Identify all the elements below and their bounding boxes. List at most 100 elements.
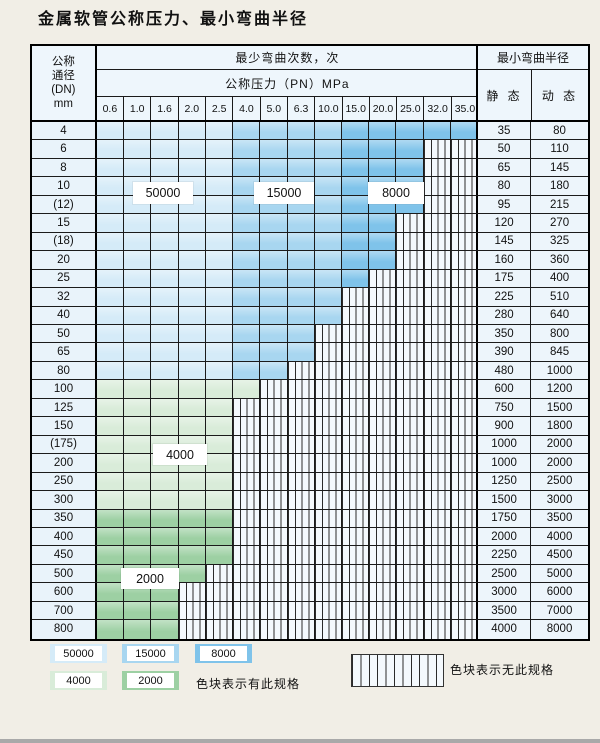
pressure-cell-unavailable (287, 509, 315, 527)
pressure-cell-unavailable (450, 435, 479, 454)
pressure-cell-available (97, 343, 125, 361)
static-radius-cell: 50 (476, 140, 532, 158)
pressure-cell-available (178, 140, 206, 158)
pressure-cell-unavailable (423, 306, 451, 324)
pressure-cell-available (341, 232, 370, 251)
dn-header-line: 通径 (51, 70, 75, 82)
table-row: 40 280 640 (32, 306, 589, 325)
cycles-header-group: 最少弯曲次数，次 公称压力（PN）MPa 0.6 1.0 1.6 2.0 2.5 4.0 5… (96, 46, 478, 120)
pressure-cell-available (124, 398, 152, 417)
pressure-col-header: 5.0 (261, 97, 288, 120)
pressure-cell-available (369, 158, 397, 177)
static-radius-cell: 65 (476, 158, 532, 177)
static-radius-cell: 4000 (476, 620, 532, 639)
cycles-label-8000: 8000 (368, 182, 424, 204)
cycles-label-2000: 2000 (121, 568, 179, 589)
pressure-cell-available (97, 454, 125, 472)
table-row: 350 1750 3500 (32, 509, 589, 528)
dynamic-radius-cell: 2000 (531, 454, 589, 472)
dn-header-line: 公称 (51, 56, 75, 68)
pressure-cell-available (205, 527, 234, 546)
pressure-col-headers: 0.6 1.0 1.6 2.0 2.5 4.0 5.0 6.3 10.0 15.0 20.0 25.0… (96, 97, 478, 120)
pressure-cell-unavailable (341, 472, 370, 491)
pressure-cell-unavailable (233, 583, 261, 601)
pressure-cell-unavailable (314, 454, 342, 472)
pressure-cell-available (205, 509, 234, 527)
pressure-cell-unavailable (450, 509, 479, 527)
static-header: 静 态 (478, 70, 533, 120)
pressure-cell-available (151, 306, 179, 324)
radius-header-group: 最小弯曲半径 静 态 动 态 (476, 46, 588, 120)
pressure-cell-unavailable (341, 620, 370, 639)
pressure-cell-available (151, 158, 179, 177)
pressure-cell-unavailable (369, 361, 397, 380)
pressure-cell-available (97, 195, 125, 214)
pressure-cell-available (287, 324, 315, 343)
pressure-cell-available (233, 288, 261, 306)
static-radius-cell: 2500 (476, 564, 532, 583)
pressure-cell-available (314, 251, 342, 269)
pressure-cell-available (97, 601, 125, 620)
legend-label: 8000 (200, 646, 247, 661)
pressure-cell-unavailable (233, 435, 261, 454)
pressure-cell-unavailable (423, 601, 451, 620)
pressure-cell-unavailable (369, 546, 397, 564)
pressure-cell-unavailable (341, 288, 370, 306)
pressure-cell-unavailable (314, 601, 342, 620)
pressure-cell-available (97, 158, 125, 177)
static-radius-cell: 1500 (476, 491, 532, 509)
pressure-cell-available (151, 509, 179, 527)
pressure-cell-unavailable (341, 583, 370, 601)
pressure-cell-unavailable (423, 158, 451, 177)
pressure-cell-available (396, 158, 424, 177)
table-row: 150 900 1800 (32, 417, 589, 436)
pressure-cell-unavailable (423, 324, 451, 343)
pressure-cell-unavailable (314, 435, 342, 454)
pressure-cell-unavailable (450, 214, 479, 232)
dynamic-radius-cell: 270 (531, 214, 589, 232)
pressure-cell-unavailable (260, 620, 288, 639)
pressure-cell-available (178, 343, 206, 361)
pressure-cell-unavailable (423, 251, 451, 269)
table-row: 100 600 1200 (32, 380, 589, 399)
pressure-cell-unavailable (450, 546, 479, 564)
pressure-cell-available (124, 288, 152, 306)
pressure-cell-unavailable (369, 491, 397, 509)
pressure-cell-available (205, 472, 234, 491)
cycles-label-15000: 15000 (254, 182, 314, 204)
table-row: 600 3000 6000 (32, 583, 589, 602)
pressure-cell-unavailable (369, 509, 397, 527)
pressure-cell-unavailable (287, 417, 315, 435)
pressure-cell-available (205, 454, 234, 472)
pressure-cell-available (151, 269, 179, 288)
legend-swatch-15000: 15000 (122, 644, 179, 663)
table-row: 800 4000 8000 (32, 620, 589, 639)
pressure-cell-available (124, 214, 152, 232)
dn-cell: 150 (32, 417, 97, 435)
pressure-cell-available (314, 269, 342, 288)
pressure-cell-available (341, 140, 370, 158)
pressure-cell-available (97, 398, 125, 417)
pressure-cell-unavailable (369, 601, 397, 620)
dn-cell: 40 (32, 306, 97, 324)
pressure-cell-unavailable (450, 417, 479, 435)
pressure-cell-unavailable (396, 306, 424, 324)
dn-cell: 6 (32, 140, 97, 158)
pressure-cell-available (260, 269, 288, 288)
dn-cell: (18) (32, 232, 97, 251)
dynamic-radius-cell: 845 (531, 343, 589, 361)
pressure-cell-unavailable (423, 140, 451, 158)
pressure-cell-unavailable (396, 324, 424, 343)
pressure-cell-available (287, 214, 315, 232)
pressure-cell-available (178, 398, 206, 417)
pressure-col-header: 15.0 (343, 97, 370, 120)
pressure-cell-unavailable (423, 546, 451, 564)
dynamic-radius-cell: 325 (531, 232, 589, 251)
pressure-cell-unavailable (178, 583, 206, 601)
pressure-cell-unavailable (369, 324, 397, 343)
pressure-cell-available (341, 269, 370, 288)
pressure-col-header: 4.0 (233, 97, 261, 120)
pressure-cell-available (151, 620, 179, 639)
pressure-cell-unavailable (260, 398, 288, 417)
pressure-cell-available (233, 122, 261, 140)
